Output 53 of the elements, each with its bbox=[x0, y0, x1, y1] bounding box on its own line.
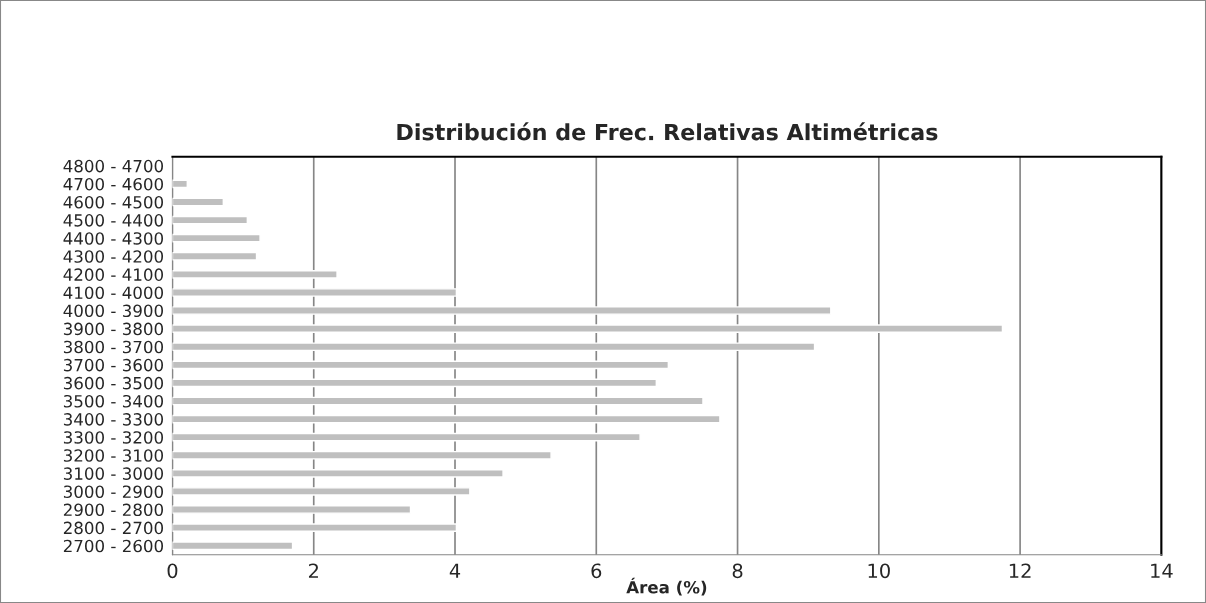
bar bbox=[172, 432, 641, 442]
x-tick-label: 10 bbox=[868, 563, 890, 579]
y-tick-label: 4100 - 4000 bbox=[63, 286, 164, 300]
bar bbox=[172, 324, 1004, 333]
x-tick-label: 6 bbox=[591, 563, 602, 579]
bar bbox=[172, 215, 249, 225]
y-tick-label: 4800 - 4700 bbox=[63, 159, 164, 173]
bar bbox=[172, 396, 704, 406]
y-tick-label: 3400 - 3300 bbox=[63, 413, 164, 426]
bar bbox=[172, 469, 504, 478]
y-tick-label: 4700 - 4600 bbox=[63, 177, 164, 191]
y-tick-label: 3800 - 3700 bbox=[63, 340, 164, 354]
x-tick-label: 14 bbox=[1151, 563, 1173, 578]
bar bbox=[172, 233, 261, 243]
y-tick-label: 3900 - 3800 bbox=[63, 322, 164, 336]
bar bbox=[172, 378, 658, 388]
y-tick-label: 3000 - 2900 bbox=[63, 485, 164, 499]
y-tick-label: 4500 - 4400 bbox=[63, 214, 164, 227]
y-tick-label: 2800 - 2700 bbox=[63, 521, 164, 535]
x-axis-title: Área (%) bbox=[626, 577, 707, 596]
y-tick-label: 3200 - 3100 bbox=[63, 449, 164, 462]
y-tick-label: 4400 - 4300 bbox=[63, 232, 164, 245]
x-tick-label: 4 bbox=[449, 563, 461, 578]
bar bbox=[172, 450, 552, 460]
bar bbox=[172, 270, 338, 279]
bar bbox=[172, 251, 258, 261]
y-tick-label: 4000 - 3900 bbox=[63, 304, 164, 318]
bar bbox=[172, 342, 816, 352]
y-tick-label: 3300 - 3200 bbox=[63, 431, 164, 444]
bar bbox=[172, 505, 412, 514]
y-tick-label: 3100 - 3000 bbox=[63, 467, 164, 480]
x-tick-label: 0 bbox=[167, 563, 178, 579]
bar bbox=[172, 306, 832, 315]
bar bbox=[172, 541, 294, 551]
x-tick-label: 8 bbox=[732, 563, 743, 579]
bar bbox=[172, 523, 458, 532]
y-tick-label: 3600 - 3500 bbox=[63, 376, 164, 390]
x-tick-label: 2 bbox=[308, 563, 318, 578]
y-tick-label: 2700 - 2600 bbox=[63, 539, 164, 553]
y-tick-label: 2900 - 2800 bbox=[63, 503, 164, 517]
y-tick-label: 3700 - 3600 bbox=[63, 358, 164, 372]
chart-title: Distribución de Frec. Relativas Altimétricas bbox=[397, 122, 938, 141]
y-tick-label: 3500 - 3400 bbox=[63, 394, 164, 408]
bar bbox=[172, 197, 225, 207]
bar bbox=[172, 179, 188, 189]
bar bbox=[172, 288, 458, 297]
y-tick-label: 4200 - 4100 bbox=[63, 268, 164, 281]
y-tick-label: 4600 - 4500 bbox=[63, 195, 164, 209]
y-tick-label: 4300 - 4200 bbox=[63, 250, 164, 263]
bar bbox=[172, 360, 670, 370]
bar bbox=[172, 414, 721, 424]
x-tick-label: 12 bbox=[1009, 563, 1031, 578]
bar bbox=[172, 487, 471, 496]
